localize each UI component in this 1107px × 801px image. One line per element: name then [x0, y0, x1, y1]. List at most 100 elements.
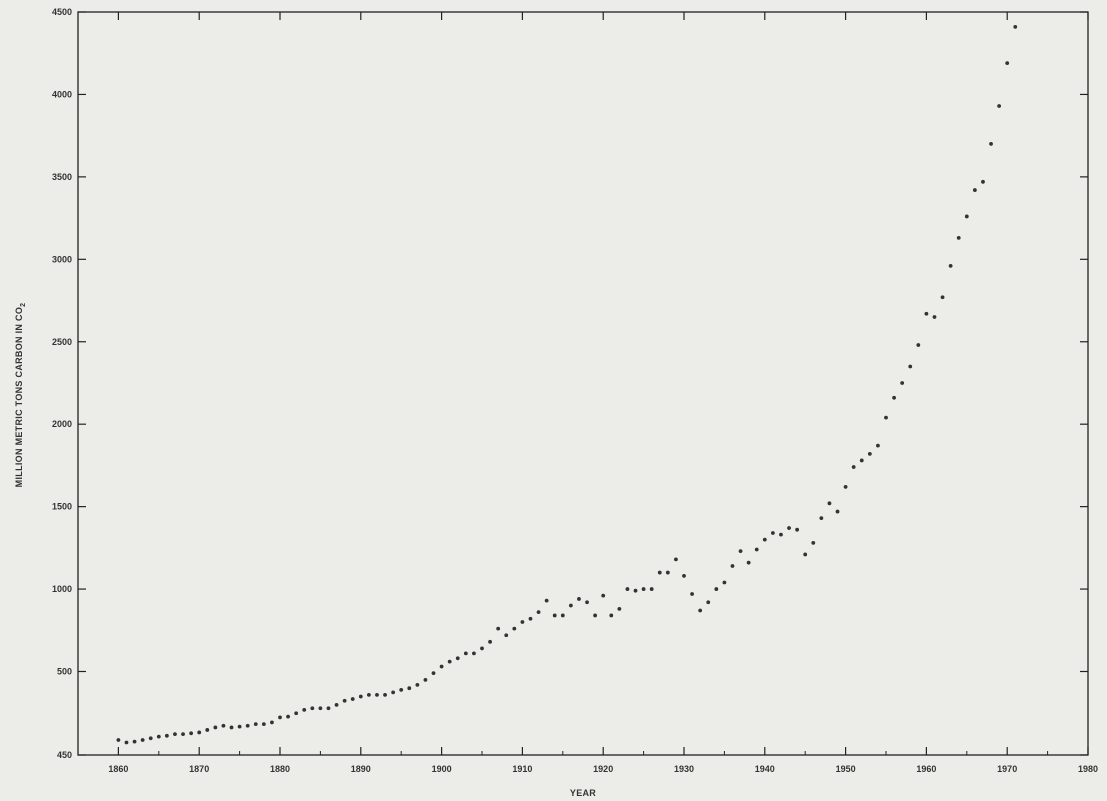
- data-point-1879: [270, 720, 274, 725]
- data-point-1950: [843, 484, 848, 489]
- data-point-1951: [851, 465, 856, 469]
- data-point-1952: [859, 458, 864, 463]
- x-tick-label-1970: 1970: [997, 764, 1017, 774]
- data-point-1863: [140, 738, 145, 742]
- data-point-1894: [391, 690, 396, 695]
- data-point-1886: [326, 706, 331, 711]
- data-point-1964: [956, 235, 961, 240]
- data-point-1867: [173, 732, 177, 737]
- y-axis-label: MILLION METRIC TONS CARBON IN CO2: [14, 303, 27, 488]
- data-point-1907: [496, 626, 501, 631]
- data-point-1898: [423, 677, 428, 682]
- data-point-1939: [754, 547, 759, 552]
- data-point-1884: [310, 706, 315, 711]
- x-tick-label-1870: 1870: [189, 764, 209, 774]
- data-point-1940: [762, 537, 767, 542]
- data-point-1871: [205, 728, 210, 732]
- data-point-1877: [253, 722, 258, 727]
- axis-ticks: [77, 11, 1089, 756]
- data-point-1943: [787, 526, 791, 530]
- data-point-1909: [512, 626, 517, 631]
- data-point-1889: [350, 697, 355, 701]
- data-point-1874: [229, 725, 234, 730]
- data-point-1918: [585, 600, 589, 605]
- y-axis-label-subscript: 2: [20, 303, 27, 307]
- data-point-1958: [908, 364, 913, 369]
- data-point-1938: [746, 560, 751, 565]
- data-point-1931: [690, 592, 694, 596]
- data-point-1971: [1013, 24, 1018, 29]
- data-point-1861: [124, 740, 129, 745]
- y-tick-label-1500: 1500: [52, 502, 72, 512]
- x-tick-label-1880: 1880: [270, 764, 290, 774]
- data-point-1901: [447, 659, 452, 664]
- data-point-1872: [213, 725, 218, 730]
- data-point-1942: [779, 532, 783, 537]
- y-tick-label-450: 450: [57, 750, 72, 760]
- data-point-1864: [148, 736, 153, 741]
- data-point-1967: [981, 179, 985, 184]
- data-point-1947: [819, 516, 824, 521]
- data-points: [116, 24, 1018, 745]
- data-point-1941: [770, 531, 775, 535]
- x-tick-label-1980: 1980: [1078, 764, 1098, 774]
- data-point-1913: [544, 598, 549, 603]
- data-point-1916: [568, 603, 573, 608]
- plot-frame: [77, 11, 1089, 756]
- data-point-1969: [997, 104, 1002, 108]
- data-point-1961: [932, 315, 937, 319]
- data-point-1860: [116, 738, 121, 742]
- x-tick-label-1940: 1940: [755, 764, 775, 774]
- data-point-1878: [261, 722, 266, 727]
- data-point-1955: [884, 415, 888, 420]
- data-point-1876: [245, 723, 250, 728]
- data-point-1862: [132, 739, 137, 744]
- data-point-1936: [730, 564, 735, 568]
- data-point-1865: [156, 734, 161, 739]
- data-point-1962: [940, 295, 945, 300]
- x-tick-label-1960: 1960: [916, 764, 936, 774]
- data-point-1896: [407, 686, 412, 691]
- data-point-1959: [916, 343, 921, 347]
- data-point-1924: [633, 588, 638, 593]
- data-point-1881: [286, 714, 290, 719]
- data-point-1953: [867, 451, 872, 456]
- data-point-1927: [657, 570, 662, 575]
- x-axis-tick-labels: 1860 1870 1880 1890 1900 1910 1920 1930 1940 1950…: [108, 764, 1098, 774]
- data-point-1963: [948, 264, 953, 268]
- data-point-1903: [463, 651, 468, 656]
- data-point-1905: [480, 646, 484, 651]
- data-point-1925: [641, 587, 646, 591]
- data-point-1937: [738, 549, 743, 554]
- data-point-1934: [714, 587, 719, 591]
- data-point-1923: [625, 587, 630, 591]
- x-tick-label-1890: 1890: [351, 764, 371, 774]
- data-point-1920: [601, 593, 606, 598]
- data-point-1922: [617, 606, 622, 611]
- data-point-1870: [197, 730, 202, 735]
- data-point-1970: [1005, 61, 1010, 66]
- data-point-1910: [520, 620, 525, 624]
- data-point-1902: [455, 656, 460, 661]
- x-tick-label-1920: 1920: [593, 764, 613, 774]
- y-tick-label-1000: 1000: [52, 584, 72, 594]
- data-point-1900: [439, 664, 444, 669]
- x-tick-label-1900: 1900: [432, 764, 452, 774]
- data-point-1944: [795, 527, 800, 532]
- data-point-1890: [358, 694, 363, 699]
- data-point-1883: [302, 708, 307, 712]
- data-point-1966: [972, 188, 977, 192]
- data-point-1893: [383, 692, 387, 697]
- data-point-1882: [294, 711, 299, 716]
- x-axis-label: YEAR: [570, 788, 596, 798]
- data-point-1965: [964, 214, 969, 219]
- data-point-1885: [318, 706, 323, 711]
- x-tick-label-1860: 1860: [108, 764, 128, 774]
- data-point-1869: [189, 731, 194, 736]
- data-point-1887: [334, 703, 339, 707]
- y-axis-tick-labels: 450 500 1000 1500 2000 2500 3000 3500 4000 4500: [52, 7, 72, 760]
- x-tick-label-1950: 1950: [836, 764, 856, 774]
- data-point-1930: [682, 573, 686, 578]
- data-point-1949: [835, 509, 840, 514]
- y-tick-label-2500: 2500: [52, 337, 72, 347]
